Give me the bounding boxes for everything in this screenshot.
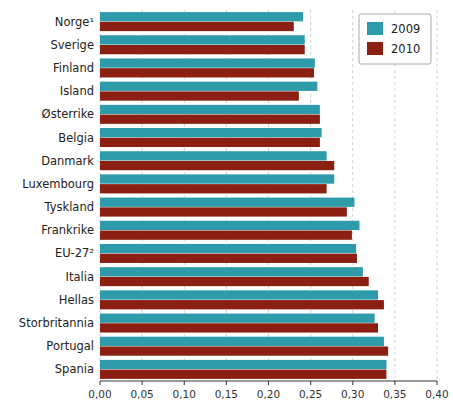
bar [100,91,299,100]
bar [100,207,347,216]
bar [100,290,378,299]
bar [100,300,384,309]
category-label: Spania [55,362,94,376]
tick-label: 0,40 [425,388,448,400]
bar [100,323,378,332]
legend: 2009 2010 [359,14,431,64]
legend-swatch [367,42,383,55]
bar [100,198,354,207]
bar [100,128,322,137]
category-label: Island [60,84,94,98]
category-label: Sverige [51,38,94,52]
category-label: EU-27² [55,246,94,260]
bar [100,244,356,253]
category-label: Danmark [41,154,94,168]
bar [100,231,352,240]
category-label: Tyskland [43,200,94,214]
bar [100,267,363,276]
tick-mark [268,381,269,385]
chart: 0,00 0,05 0,10 0,15 0,20 0,25 0,30 0,35 0,40 Norg… [0,0,453,411]
category-label: Portugal [46,339,94,353]
category-label: Østerrike [42,107,94,121]
bar [100,35,305,44]
category-label: Finland [53,61,94,75]
tick-mark [142,381,143,385]
tick-mark [226,381,227,385]
legend-swatch [367,22,383,35]
bar [100,115,320,124]
bar [100,68,314,77]
tick-mark [352,381,353,385]
category-label: Storbritannia [19,316,94,330]
tick-mark [394,381,395,385]
tick-mark [310,381,311,385]
category-label: Norge¹ [55,15,94,29]
category-label: Luxembourg [22,177,94,191]
tick-label: 0,20 [257,388,280,400]
grid [100,10,437,381]
grid-line [394,10,395,381]
bar [100,174,334,183]
bar [100,360,386,369]
bar [100,151,327,160]
bar [100,12,303,21]
bar [100,254,357,263]
bar [100,346,388,355]
bar [100,337,384,346]
tick-mark [184,381,185,385]
legend-frame [359,14,431,64]
legend-label: 2010 [391,42,420,56]
category-label: Belgia [58,131,94,145]
bar [100,105,320,114]
bar [100,45,305,54]
tick-label: 0,30 [341,388,364,400]
x-axis: 0,00 0,05 0,10 0,15 0,20 0,25 0,30 0,35 0,40 [88,381,448,400]
bar [100,82,317,91]
y-axis: Norge¹ Sverige Finland Island Østerrike Belgi… [19,15,95,377]
tick-mark [100,381,101,385]
bar [100,184,327,193]
bar [100,58,315,67]
tick-label: 0,25 [299,388,322,400]
bar [100,161,334,170]
grid-line [437,10,438,381]
tick-label: 0,00 [88,388,111,400]
bars [100,12,388,379]
bar [100,138,320,147]
category-label: Hellas [59,293,94,307]
bar [100,221,359,230]
tick-label: 0,05 [130,388,153,400]
category-label: Italia [66,270,94,284]
category-label: Frankrike [41,223,94,237]
tick-mark [437,381,438,385]
bar [100,277,369,286]
tick-label: 0,15 [215,388,238,400]
bar [100,370,386,379]
tick-label: 0,10 [173,388,196,400]
bar [100,314,375,323]
tick-label: 0,35 [383,388,406,400]
legend-label: 2009 [391,22,420,36]
bar [100,22,294,31]
